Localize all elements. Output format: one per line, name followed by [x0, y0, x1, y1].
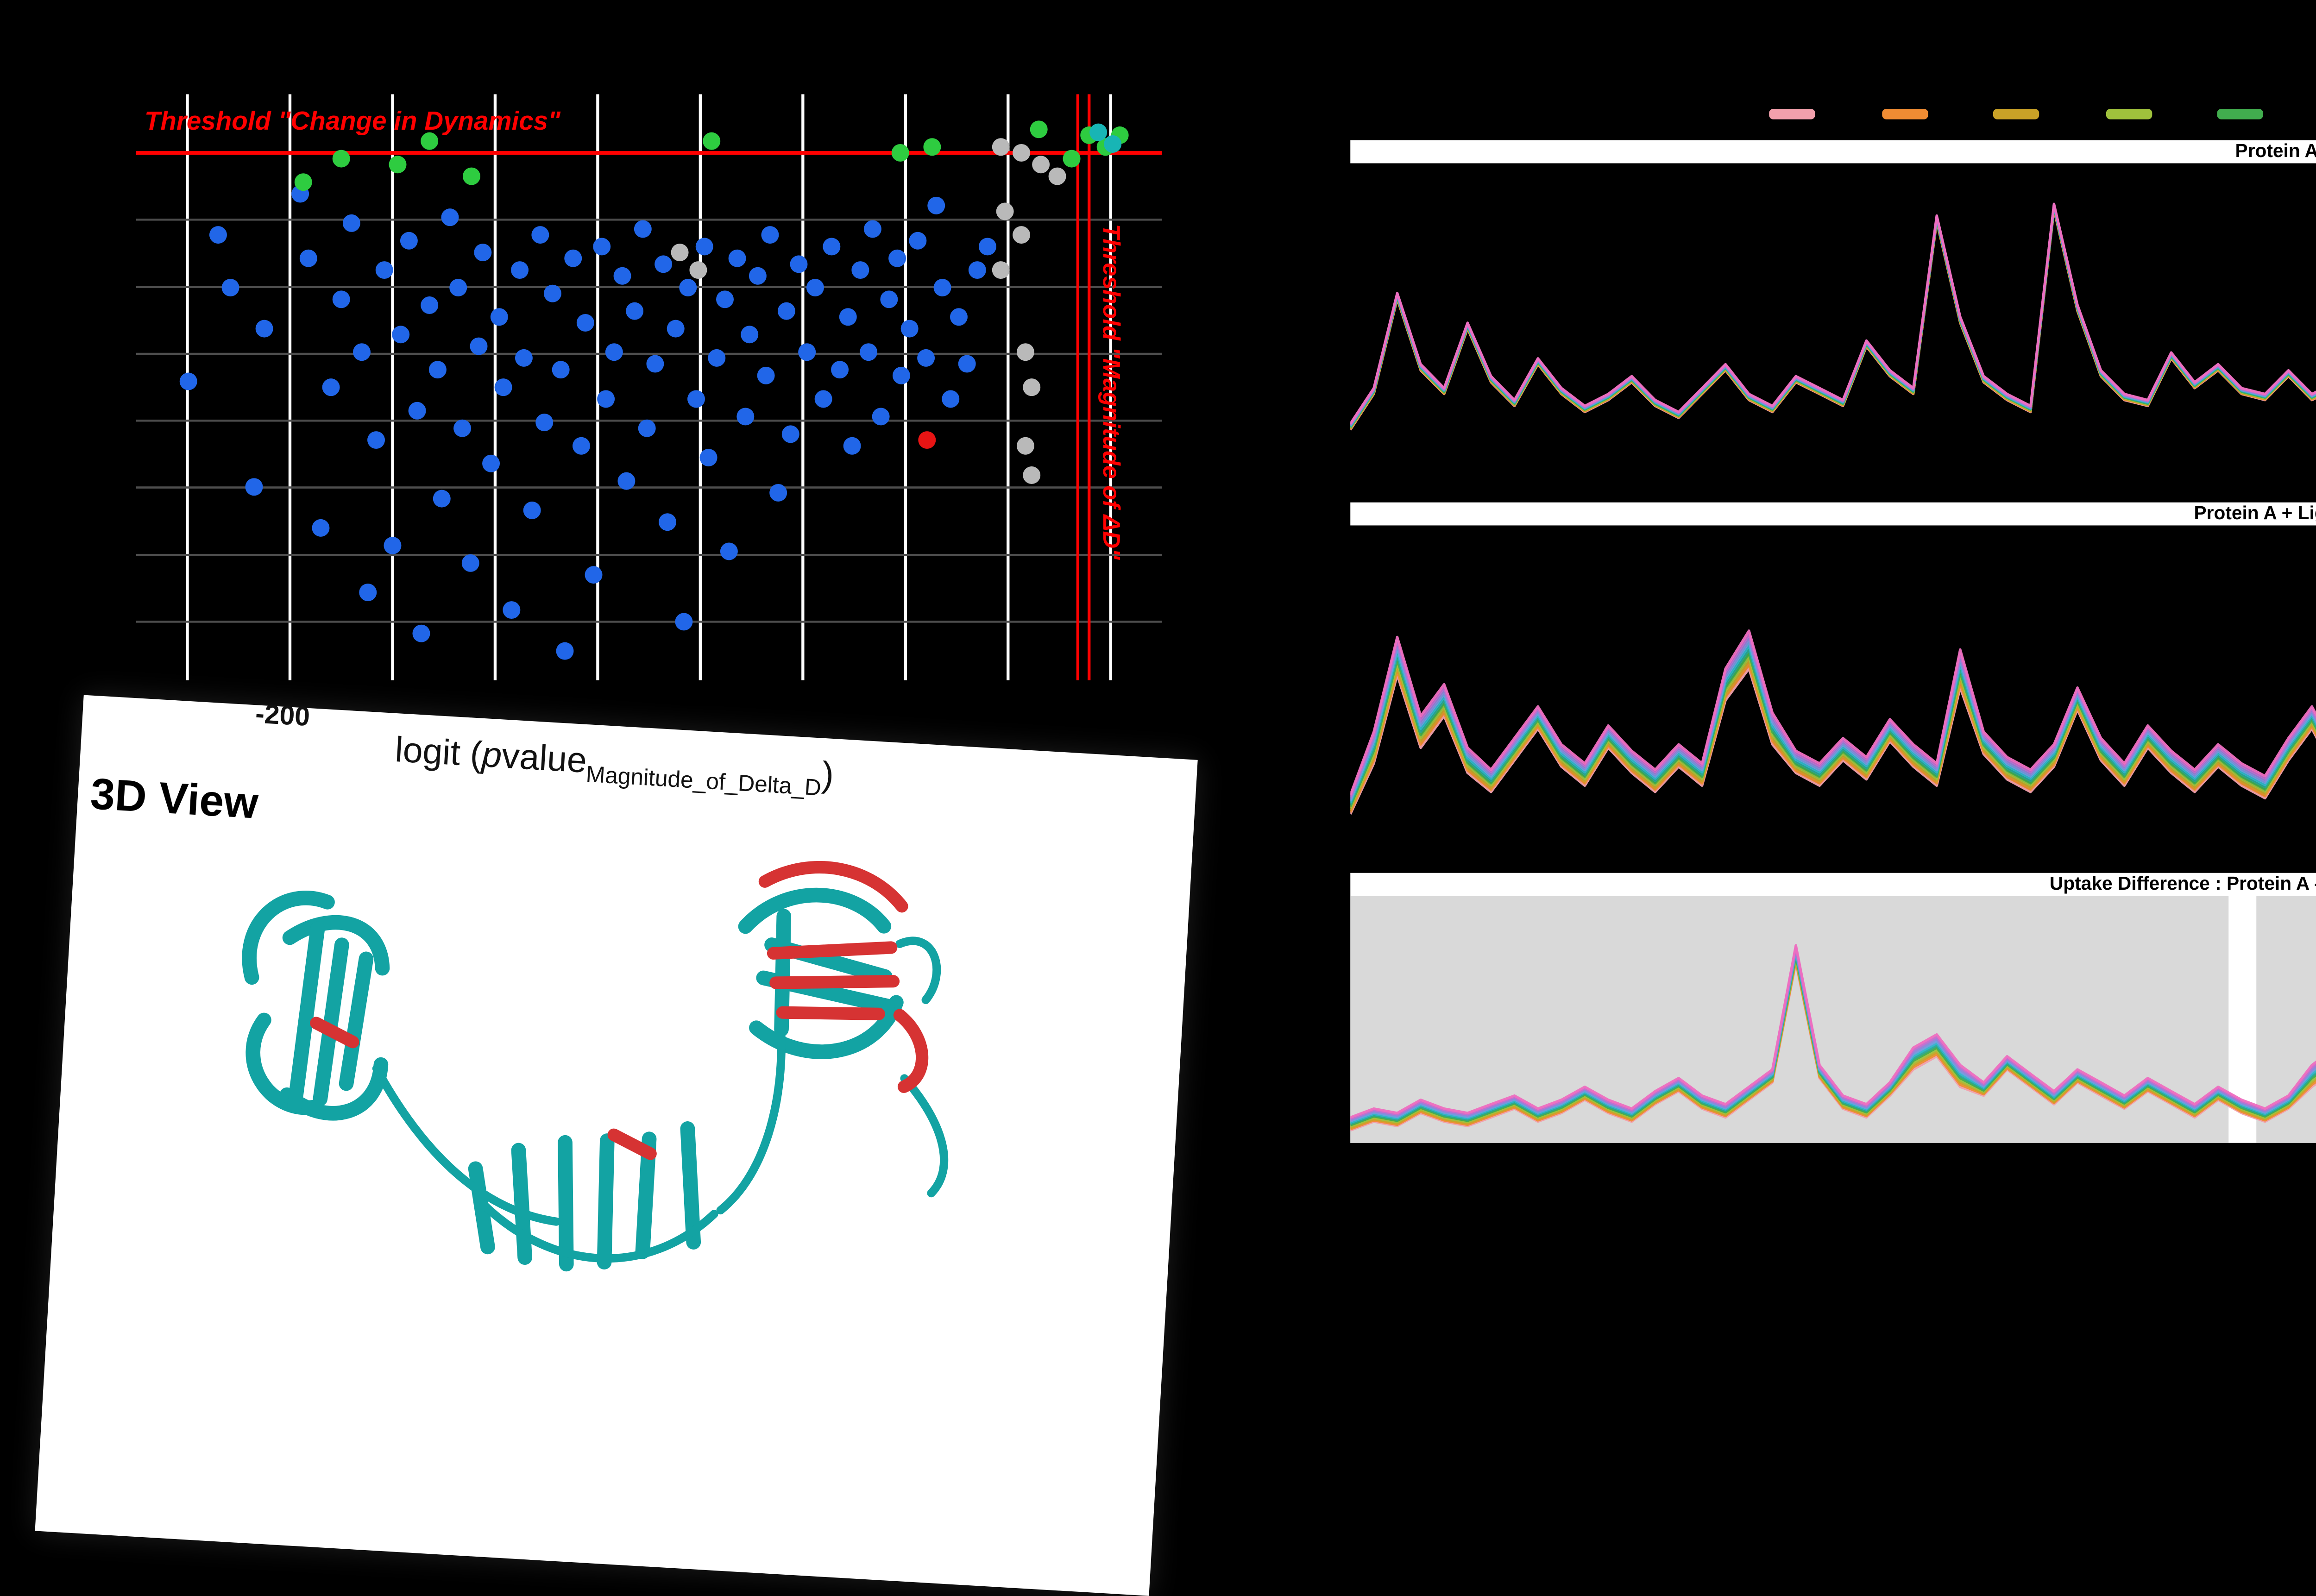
threshold-magnitude-label: Threshold "Magnitude of ΔD": [1097, 224, 1122, 560]
threshold-dynamics-label: Threshold "Change in Dynamics": [144, 107, 560, 136]
volcano-plot-canvas[interactable]: [136, 94, 1162, 680]
structure-panel: logit (pvalueMagnitude_of_Delta_D) 3D Vi…: [35, 695, 1198, 1596]
uptake-chart-protein-a-ligand: [1350, 629, 2316, 815]
legend-dash-2: [1881, 109, 1927, 119]
legend-dash-5: [2217, 109, 2263, 119]
protein-ribbon-graphic[interactable]: [35, 695, 1197, 1596]
legend-dash-4: [2105, 109, 2152, 119]
legend-dash-3: [1993, 109, 2039, 119]
app-canvas: Threshold "Change in Dynamics" Threshold…: [35, 94, 2316, 1596]
uptake-difference-chart: [1350, 896, 2316, 1143]
legend-dash-1: [1769, 109, 1815, 119]
panel-title-protein-a-ligand: Protein A + Ligand: [1350, 502, 2316, 526]
uptake-chart-protein-a: [1350, 202, 2316, 431]
panel-title-protein-a-ligand-text: Protein A + Ligand: [2194, 502, 2316, 523]
panel-title-uptake-difference: Uptake Difference : Protein A - (Protein…: [1350, 873, 2316, 896]
panel-title-protein-a: Protein A: [1350, 140, 2316, 163]
panel-title-protein-a-text: Protein A: [2235, 140, 2316, 162]
timepoint-legend: [1769, 109, 2316, 119]
volcano-plot: Threshold "Change in Dynamics" Threshold…: [136, 94, 1162, 680]
x-axis-tick-label: -200: [254, 697, 311, 732]
panel-title-uptake-difference-text: Uptake Difference : Protein A - (Protein…: [2049, 873, 2316, 894]
